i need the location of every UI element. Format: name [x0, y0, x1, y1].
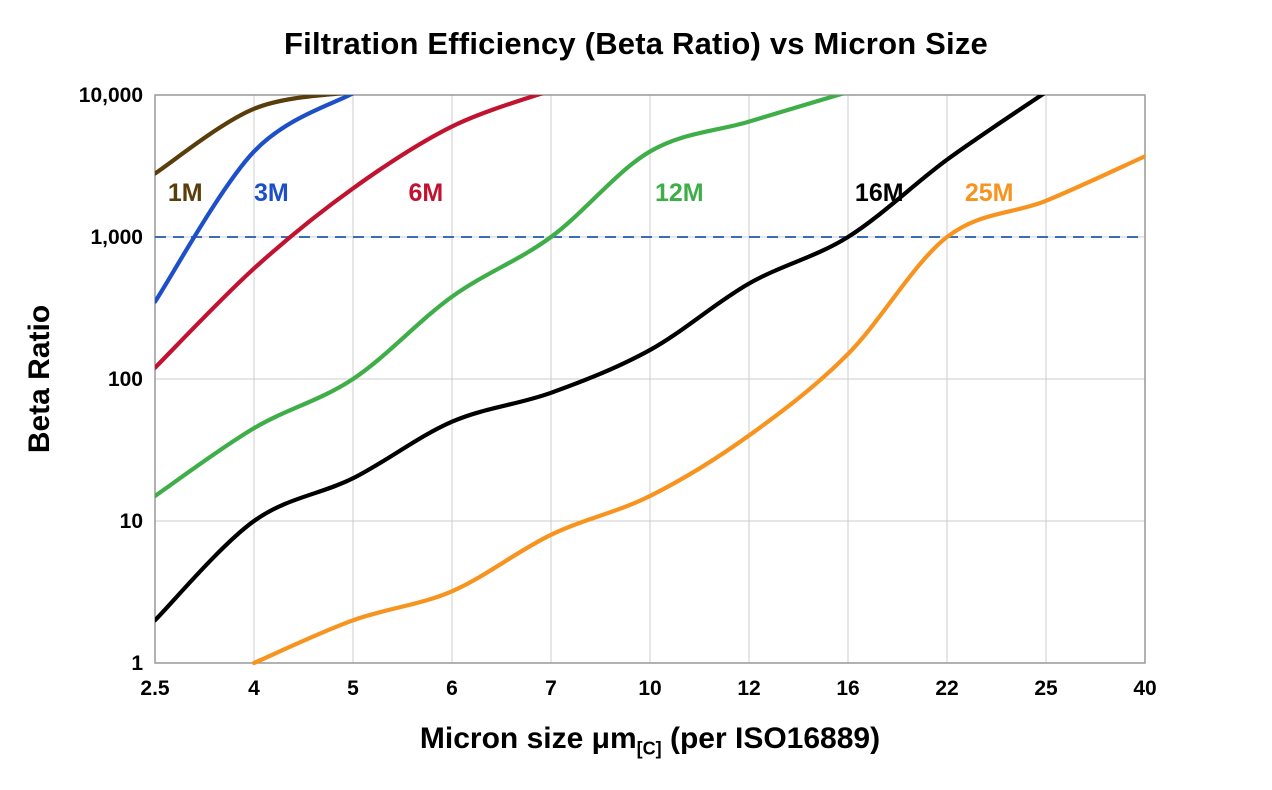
- x-tick-label: 5: [347, 677, 359, 700]
- x-tick-label: 25: [1034, 677, 1058, 700]
- x-tick-label: 12: [737, 677, 760, 700]
- x-axis-label-main: Micron size μm: [419, 722, 637, 755]
- series-curve-1M: [155, 95, 346, 176]
- series-label-6M: 6M: [408, 179, 443, 207]
- x-tick-label: 10: [638, 677, 661, 700]
- x-tick-label: 6: [446, 677, 458, 700]
- series-curve-25M: [251, 154, 1145, 666]
- x-tick-label: 7: [545, 677, 557, 700]
- x-tick-label: 2.5: [140, 677, 170, 700]
- series-curve-12M: [155, 95, 846, 499]
- x-tick-label: 16: [836, 677, 859, 700]
- chart-title: Filtration Efficiency (Beta Ratio) vs Mi…: [284, 26, 988, 61]
- series-curve-16M: [155, 95, 1046, 623]
- x-axis-label-subscript: [C]: [636, 738, 662, 759]
- series-label-3M: 3M: [254, 179, 289, 207]
- y-tick-label: 10,000: [79, 84, 143, 107]
- series-label-16M: 16M: [855, 179, 904, 207]
- x-tick-label: 4: [248, 677, 260, 700]
- y-tick-label: 1: [131, 652, 143, 675]
- x-axis-label-tail: (per ISO16889): [661, 722, 881, 755]
- x-tick-label: 22: [935, 677, 958, 700]
- plot-border: [154, 94, 1146, 664]
- series-label-12M: 12M: [655, 179, 704, 207]
- series-curve-6M: [155, 95, 544, 370]
- y-tick-label: 10: [120, 510, 143, 533]
- y-tick-label: 1,000: [90, 226, 143, 249]
- y-tick-label: 100: [108, 368, 143, 391]
- series-label-1M: 1M: [168, 179, 203, 207]
- x-tick-label: 40: [1133, 677, 1156, 700]
- series-curve-3M: [155, 95, 355, 304]
- x-axis-label: Micron size μm[C] (per ISO16889): [155, 722, 1145, 759]
- series-label-25M: 25M: [965, 179, 1014, 207]
- series-curves: [155, 95, 1145, 666]
